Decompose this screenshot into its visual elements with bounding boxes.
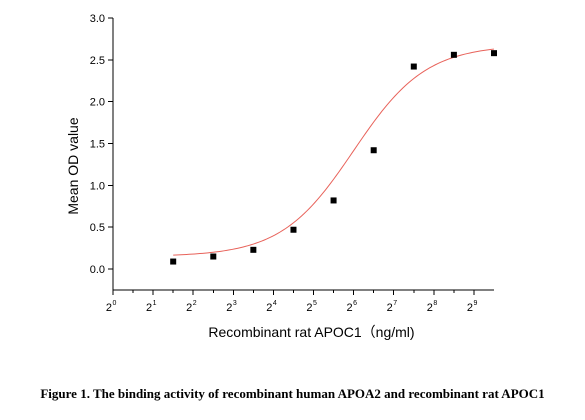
y-tick-label: 3.0 (90, 13, 105, 25)
x-tick-label-exponent: 7 (393, 300, 397, 307)
x-tick-label-exponent: 6 (353, 300, 357, 307)
data-points (170, 50, 498, 265)
x-tick-label-base: 2 (106, 302, 112, 314)
y-axis-ticks: 0.0 0.5 1.0 1.5 2.0 2.5 3.0 (90, 13, 113, 276)
x-tick-label-base: 2 (387, 302, 393, 314)
x-axis-title: Recombinant rat APOC1（ng/ml) (208, 324, 414, 340)
x-tick-label-base: 2 (226, 302, 232, 314)
y-tick-label: 2.5 (90, 55, 105, 67)
data-point (370, 147, 377, 154)
y-tick-label: 0.5 (90, 222, 105, 234)
fit-curve (173, 48, 495, 256)
x-tick-label-exponent: 8 (433, 300, 437, 307)
figure-caption: Figure 1. The binding activity of recomb… (40, 386, 545, 401)
x-tick-label-exponent: 0 (113, 300, 117, 307)
y-axis-title: Mean OD value (65, 117, 81, 214)
x-tick-label-base: 2 (146, 302, 152, 314)
x-tick-label-base: 2 (427, 302, 433, 314)
x-tick-label-base: 2 (266, 302, 272, 314)
data-point (410, 63, 417, 70)
x-tick-label-exponent: 3 (233, 300, 237, 307)
data-point (210, 253, 217, 260)
x-tick-label-base: 2 (186, 302, 192, 314)
data-point (290, 226, 297, 233)
y-tick-label: 0.0 (90, 264, 105, 276)
x-tick-label-exponent: 4 (273, 300, 277, 307)
x-tick-label-base: 2 (347, 302, 353, 314)
y-tick-label: 1.5 (90, 139, 105, 151)
data-point (170, 258, 177, 265)
x-tick-label-base: 2 (306, 302, 312, 314)
x-tick-label-exponent: 1 (153, 300, 157, 307)
y-tick-label: 2.0 (90, 97, 105, 109)
data-point (250, 246, 257, 253)
y-tick-label: 1.0 (90, 180, 105, 192)
data-point (450, 51, 457, 58)
x-tick-label-exponent: 9 (473, 300, 477, 307)
x-tick-label-exponent: 2 (193, 300, 197, 307)
data-point (330, 197, 337, 204)
x-tick-label-base: 2 (467, 302, 473, 314)
x-tick-label-exponent: 5 (313, 300, 317, 307)
data-point (491, 50, 498, 57)
